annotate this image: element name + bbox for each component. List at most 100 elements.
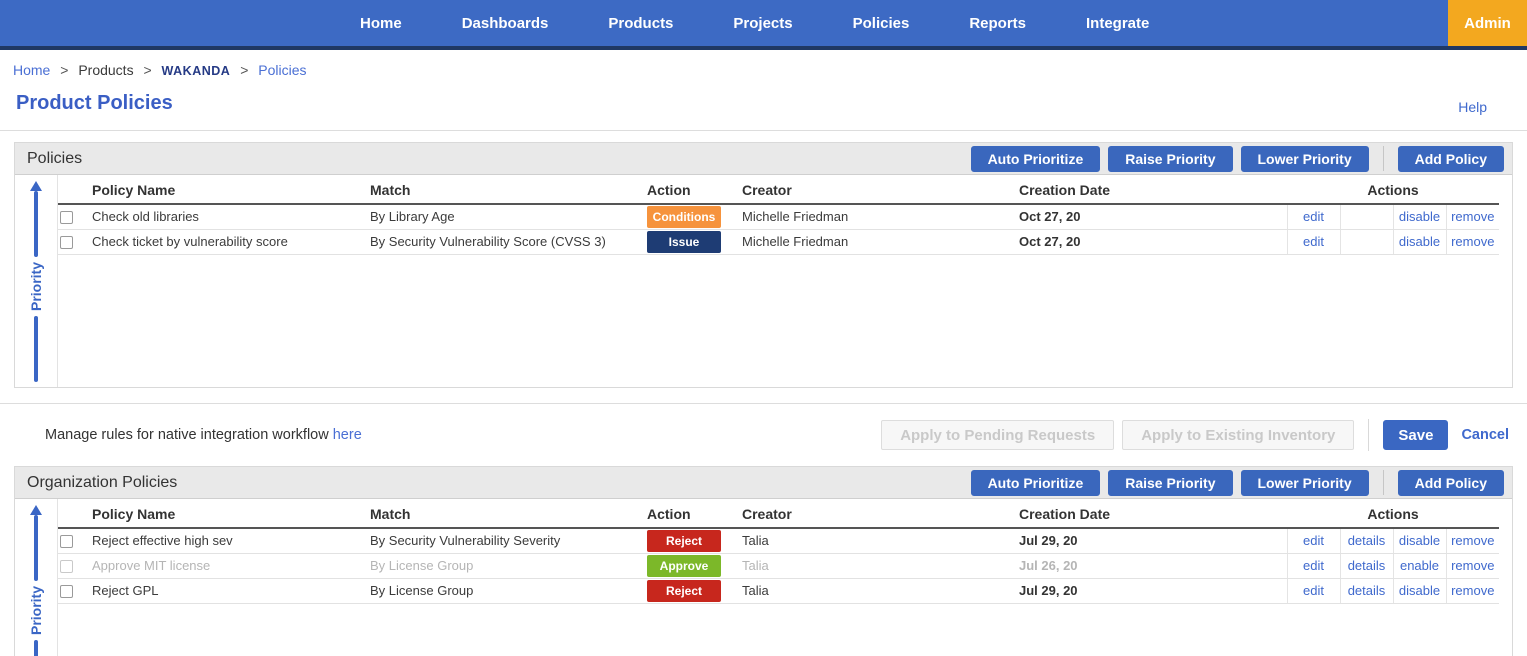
action-cell: Reject [639,578,734,604]
policy-name-cell: Reject effective high sev [84,528,362,554]
row-checkbox[interactable] [60,211,73,225]
priority-arrow-line [34,191,38,257]
apply-existing-inventory-button[interactable]: Apply to Existing Inventory [1122,420,1355,450]
page-title: Product Policies [16,92,173,114]
creator-cell: Talia [734,528,1011,554]
edit-link[interactable]: edit [1303,583,1324,598]
edit-link[interactable]: edit [1303,209,1324,225]
creation-date-cell: Jul 29, 20 [1011,528,1287,554]
auto-prioritize-button[interactable]: Auto Prioritize [970,145,1101,172]
nav-item-reports[interactable]: Reports [969,14,1026,32]
product-policies-panel: Policies Auto Prioritize Raise Priority … [14,142,1513,388]
buttons-separator [1368,419,1370,451]
add-policy-button[interactable]: Add Policy [1397,469,1504,496]
lower-priority-button[interactable]: Lower Priority [1240,469,1369,496]
breadcrumb-product-name[interactable]: WAKANDA [161,64,231,78]
priority-arrowhead-icon [30,505,42,515]
row-checkbox[interactable] [60,560,73,574]
add-policy-button[interactable]: Add Policy [1397,145,1504,172]
nav-item-integrate[interactable]: Integrate [1086,14,1150,32]
table-row: Check old libraries By Library Age Condi… [58,204,1500,230]
match-column-header: Match [362,503,639,529]
remove-link[interactable]: remove [1451,583,1495,598]
priority-arrow-line [34,640,38,656]
edit-link[interactable]: edit [1303,558,1324,573]
raise-priority-button[interactable]: Raise Priority [1108,469,1233,496]
priority-arrow-line [34,515,38,581]
section-divider [0,130,1527,131]
breadcrumb-current-policies[interactable]: Policies [258,62,307,78]
nav-item-admin[interactable]: Admin [1448,0,1527,46]
product-policies-table: Policy Name Match Action Creator Creatio… [58,179,1500,255]
help-link[interactable]: Help [1458,99,1487,115]
action-badge: Reject [647,529,721,552]
breadcrumb-separator: > [240,62,249,78]
top-nav: Home Dashboards Products Projects Polici… [0,0,1527,50]
organization-policies-toolbar: Auto Prioritize Raise Priority Lower Pri… [963,469,1504,496]
breadcrumb-separator: > [143,62,152,78]
details-link[interactable]: details [1347,558,1386,573]
policy-name-cell: Check old libraries [84,204,362,230]
toolbar-separator [1382,146,1384,171]
lower-priority-button[interactable]: Lower Priority [1240,145,1369,172]
section-divider [0,403,1527,404]
remove-link[interactable]: remove [1451,533,1495,549]
match-cell: By License Group [362,578,639,604]
details-link[interactable]: details [1347,583,1386,598]
breadcrumb-home[interactable]: Home [13,62,51,78]
row-checkbox[interactable] [60,585,73,599]
action-badge: Conditions [647,205,721,228]
row-checkbox[interactable] [60,535,73,549]
nav-item-home[interactable]: Home [360,14,402,32]
action-cell: Issue [639,229,734,255]
nav-item-products[interactable]: Products [608,14,674,32]
match-cell: By Security Vulnerability Score (CVSS 3) [362,229,639,255]
policy-name-column-header: Policy Name [84,179,362,205]
match-cell: By License Group [362,553,639,579]
creation-date-cell: Oct 27, 20 [1011,229,1287,255]
remove-link[interactable]: remove [1451,209,1495,225]
action-badge: Reject [647,579,721,602]
product-policies-toolbar: Auto Prioritize Raise Priority Lower Pri… [963,145,1504,172]
policy-name-cell: Approve MIT license [84,553,362,579]
workflow-message: Manage rules for native integration work… [45,427,329,443]
workflow-buttons: Apply to Pending Requests Apply to Exist… [873,419,1513,451]
save-button[interactable]: Save [1383,420,1449,450]
apply-pending-requests-button[interactable]: Apply to Pending Requests [881,420,1115,450]
remove-link[interactable]: remove [1451,234,1495,249]
policy-name-cell: Reject GPL [84,578,362,604]
priority-label: Priority [28,586,44,636]
table-row: Reject GPL By License Group Reject Talia… [58,578,1500,604]
action-cell: Approve [639,553,734,579]
table-header-row: Policy Name Match Action Creator Creatio… [58,179,1500,205]
breadcrumb-products[interactable]: Products [78,62,134,78]
breadcrumb-separator: > [60,62,69,78]
disable-link[interactable]: disable [1398,234,1441,249]
workflow-here-link[interactable]: here [332,427,362,443]
creator-cell: Talia [734,553,1011,579]
priority-arrow: Priority [15,175,57,387]
product-policies-header: Policies Auto Prioritize Raise Priority … [15,143,1512,175]
checkbox-column-header [58,179,84,205]
nav-item-dashboards[interactable]: Dashboards [461,14,549,32]
raise-priority-button[interactable]: Raise Priority [1108,145,1233,172]
details-link[interactable]: details [1347,533,1386,549]
nav-item-projects[interactable]: Projects [733,14,793,32]
nav-item-policies[interactable]: Policies [852,14,910,32]
disable-link[interactable]: disable [1398,583,1441,598]
edit-link[interactable]: edit [1303,533,1324,549]
disable-link[interactable]: disable [1398,533,1441,549]
workflow-row: Manage rules for native integration work… [45,416,1513,454]
disable-link[interactable]: disable [1398,209,1441,225]
product-policies-table-wrap: Policy Name Match Action Creator Creatio… [57,175,1513,387]
details-link-placeholder [1339,229,1393,255]
action-badge: Issue [647,230,721,253]
edit-link[interactable]: edit [1303,234,1324,249]
enable-link[interactable]: enable [1399,558,1440,573]
creator-column-header: Creator [734,503,1011,529]
cancel-link[interactable]: Cancel [1461,427,1509,443]
organization-policies-title: Organization Policies [27,473,178,491]
remove-link[interactable]: remove [1451,558,1495,573]
auto-prioritize-button[interactable]: Auto Prioritize [970,469,1101,496]
row-checkbox[interactable] [60,236,73,250]
